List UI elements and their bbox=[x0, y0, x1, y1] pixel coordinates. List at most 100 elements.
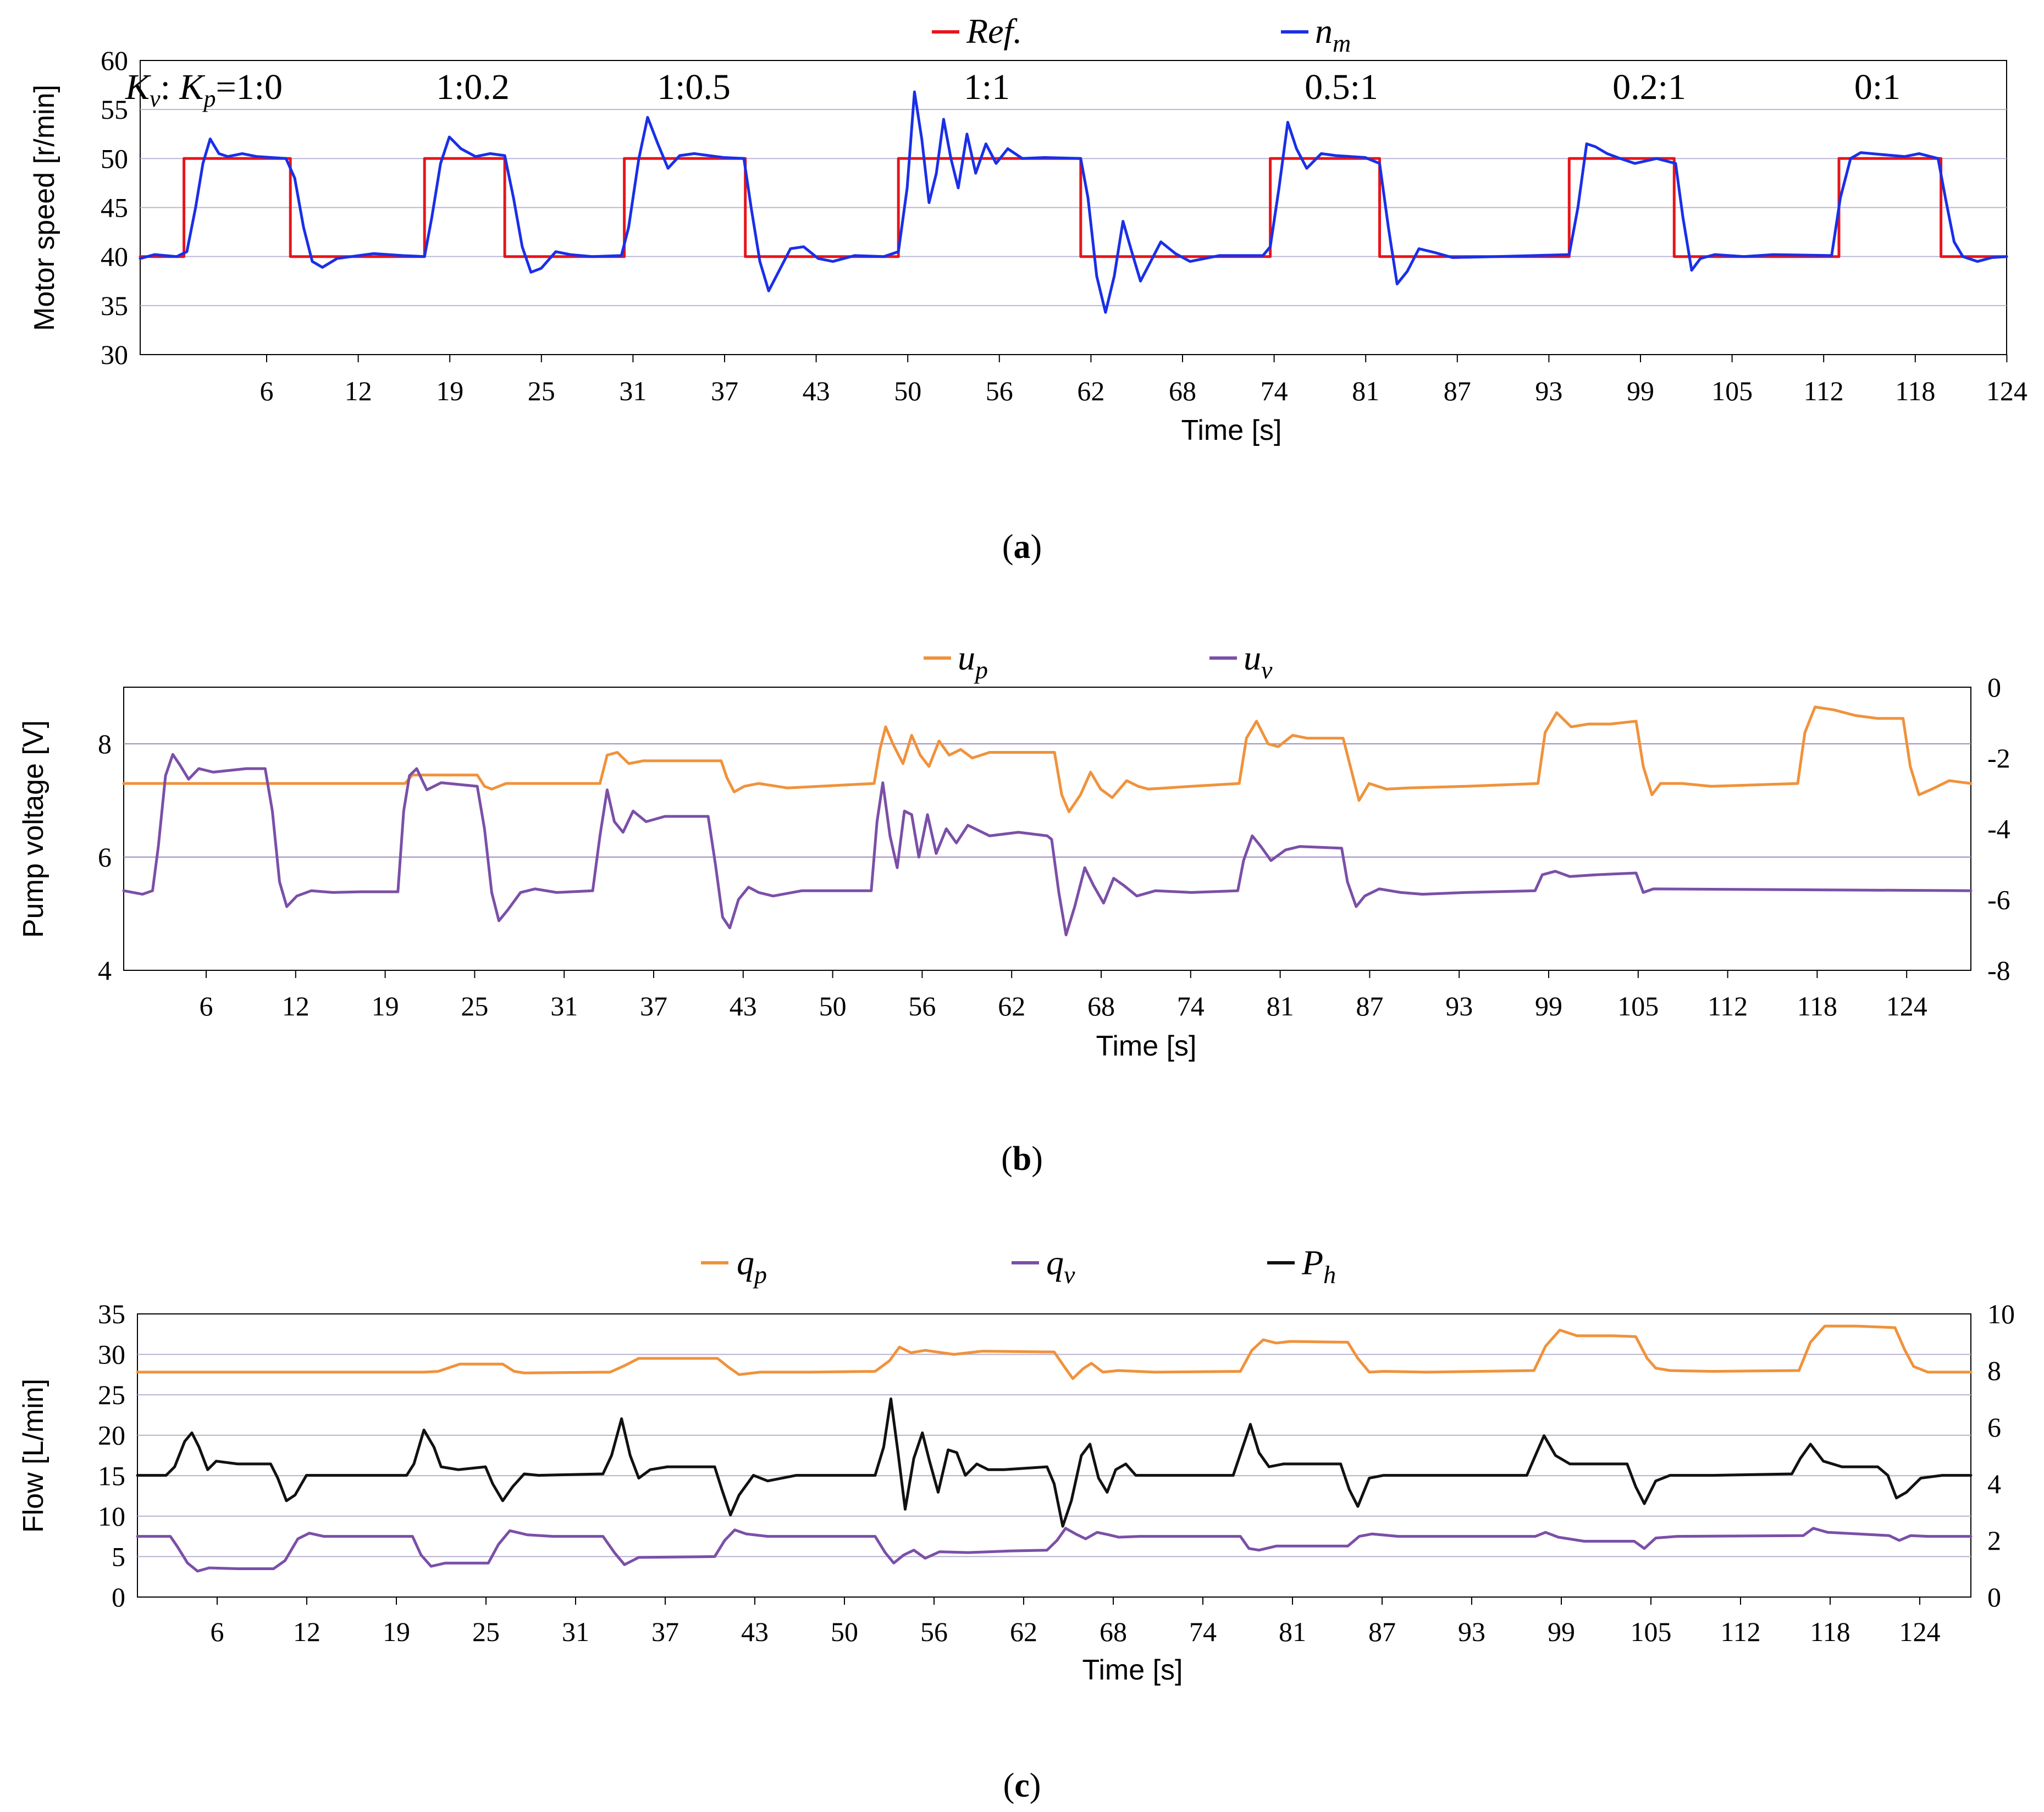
legend-nm-label: nm bbox=[1315, 12, 1351, 57]
y2-tick-label: 0 bbox=[1987, 672, 2001, 703]
y2-tick-label: -8 bbox=[1987, 955, 2010, 986]
x-tick-label: 105 bbox=[1711, 375, 1753, 406]
ann-kp-sub: p bbox=[202, 85, 216, 112]
y-tick-label: 6 bbox=[98, 842, 112, 872]
x-tick-label: 50 bbox=[831, 1616, 858, 1647]
series-a bbox=[139, 90, 2008, 314]
y-tick-label: 35 bbox=[98, 1299, 125, 1329]
legend-qv-main: q bbox=[1046, 1243, 1064, 1282]
caption-a: (a) bbox=[1002, 528, 1042, 566]
y-tick-label: 45 bbox=[101, 192, 128, 223]
legend-ref-label: Ref. bbox=[966, 12, 1022, 51]
series-line-u-p bbox=[122, 705, 1973, 814]
x-tick-label: 99 bbox=[1627, 375, 1654, 406]
legend-ph-main: P bbox=[1301, 1243, 1323, 1282]
y-tick-label: 8 bbox=[98, 728, 112, 759]
y-tick-label: 15 bbox=[98, 1460, 125, 1491]
x-tick-label: 19 bbox=[372, 991, 399, 1021]
legend-ph-sub: h bbox=[1323, 1261, 1336, 1289]
y2-tick-label: 4 bbox=[1987, 1468, 2001, 1499]
series-c bbox=[136, 1324, 1973, 1573]
x-tick-label: 68 bbox=[1100, 1616, 1127, 1647]
x-tick-label: 74 bbox=[1261, 375, 1288, 406]
x-tick-label: 43 bbox=[803, 375, 830, 406]
y-tick-label: 20 bbox=[98, 1420, 125, 1451]
y-tick-label: 0 bbox=[112, 1582, 125, 1612]
x-tick-label: 68 bbox=[1087, 991, 1115, 1021]
x-tick-label: 56 bbox=[908, 991, 936, 1021]
legend-nm-sub: m bbox=[1333, 29, 1351, 57]
legend-up-main: u bbox=[958, 638, 975, 677]
caption-b-letter: b bbox=[1013, 1140, 1031, 1178]
x-tick-label: 87 bbox=[1444, 375, 1471, 406]
legend-qp-label: qp bbox=[737, 1243, 767, 1289]
y-ticks-b: 4 6 8 bbox=[98, 728, 112, 986]
x-ticks-b: 6 12 19 25 31 37 43 50 56 62 68 74 81 87 93 99 105 112 118… bbox=[200, 970, 1927, 1021]
legend-nm-main: n bbox=[1315, 12, 1333, 51]
x-tick-label: 25 bbox=[461, 991, 488, 1021]
x-tick-label: 12 bbox=[345, 375, 372, 406]
x-tick-label: 112 bbox=[1708, 991, 1748, 1021]
series-line-p-h bbox=[136, 1397, 1973, 1528]
y-axis-label-b: Pump voltage [V] bbox=[18, 720, 49, 938]
x-tick-label: 19 bbox=[436, 375, 463, 406]
x-tick-label: 124 bbox=[1899, 1616, 1941, 1647]
legend-qp-sub: p bbox=[753, 1261, 767, 1289]
y2-tick-label: -2 bbox=[1987, 743, 2010, 774]
annotation-ratio-1-0.2: 1:0.2 bbox=[436, 67, 510, 107]
x-tick-label: 62 bbox=[998, 991, 1025, 1021]
x-tick-label: 124 bbox=[1886, 991, 1927, 1021]
ann-kv-sub: v bbox=[150, 85, 161, 112]
x-tick-label: 50 bbox=[819, 991, 847, 1021]
ann-kv: K bbox=[125, 67, 151, 107]
caption-b: (b) bbox=[1001, 1140, 1043, 1178]
x-tick-label: 112 bbox=[1804, 375, 1844, 406]
series-line-n-m bbox=[139, 90, 2008, 314]
y2-tick-label: 6 bbox=[1987, 1412, 2001, 1443]
panel-a: Ref. nm 30 35 40 45 50 55 60 6 12 19 25 31 37 43 50 56… bbox=[29, 12, 2028, 566]
x-ticks-a: 6 12 19 25 31 37 43 50 56 62 68 74 81 87 93 99 105 112 118… bbox=[260, 355, 2028, 406]
ann-ratio-value: =1:0 bbox=[216, 67, 283, 107]
y-ticks-a: 30 35 40 45 50 55 60 bbox=[101, 45, 128, 370]
gridlines-b bbox=[124, 743, 1971, 858]
panel-c-legend: qp qv Ph bbox=[701, 1243, 1336, 1289]
panel-b: up uv 468 -8-6-4-20 6 12 19 25 31 37 43 50 56 62 6… bbox=[18, 638, 2010, 1178]
x-tick-label: 81 bbox=[1279, 1616, 1306, 1647]
y-axis-label-c: Flow [L/min] bbox=[18, 1379, 49, 1533]
panel-a-legend: Ref. nm bbox=[932, 12, 1351, 57]
x-tick-label: 74 bbox=[1177, 991, 1205, 1021]
x-ticks-c: 6 12 19 25 31 37 43 50 56 62 68 74 81 87 93 99 105 112 118… bbox=[211, 1597, 1941, 1647]
x-tick-label: 56 bbox=[920, 1616, 948, 1647]
legend-uv-label: uv bbox=[1244, 638, 1273, 684]
x-tick-label: 105 bbox=[1617, 991, 1659, 1021]
y-tick-label: 55 bbox=[101, 94, 128, 125]
x-tick-label: 74 bbox=[1189, 1616, 1217, 1647]
x-tick-label: 93 bbox=[1445, 991, 1473, 1021]
y2-tick-label: -6 bbox=[1987, 884, 2010, 915]
x-tick-label: 93 bbox=[1535, 375, 1562, 406]
x-tick-label: 99 bbox=[1548, 1616, 1575, 1647]
x-tick-label: 37 bbox=[651, 1616, 679, 1647]
x-tick-label: 112 bbox=[1720, 1616, 1760, 1647]
series-b bbox=[122, 705, 1973, 937]
x-tick-label: 81 bbox=[1352, 375, 1379, 406]
legend-up-sub: p bbox=[974, 656, 988, 684]
series-line-u-v bbox=[122, 753, 1973, 937]
ann-colon: : bbox=[161, 67, 180, 107]
x-axis-label-b: Time [s] bbox=[1096, 1030, 1197, 1062]
x-tick-label: 12 bbox=[293, 1616, 321, 1647]
caption-a-letter: a bbox=[1014, 528, 1031, 566]
y2-ticks-b: -8 -6 -4 -2 0 bbox=[1987, 672, 2010, 986]
x-tick-label: 124 bbox=[1986, 375, 2028, 406]
x-tick-label: 31 bbox=[562, 1616, 589, 1647]
y2-ticks-c: 0 2 4 6 8 10 bbox=[1987, 1299, 2015, 1612]
x-tick-label: 6 bbox=[200, 991, 213, 1021]
annotation-ratio-1-0: Kv: Kp=1:0 bbox=[125, 67, 283, 112]
y-ticks-c: 0 5 10 15 20 25 30 35 bbox=[98, 1299, 125, 1612]
x-tick-label: 6 bbox=[260, 375, 274, 406]
legend-up-label: up bbox=[958, 638, 988, 684]
x-tick-label: 43 bbox=[741, 1616, 769, 1647]
caption-c-letter: c bbox=[1014, 1767, 1030, 1804]
y-tick-label: 10 bbox=[98, 1501, 125, 1532]
